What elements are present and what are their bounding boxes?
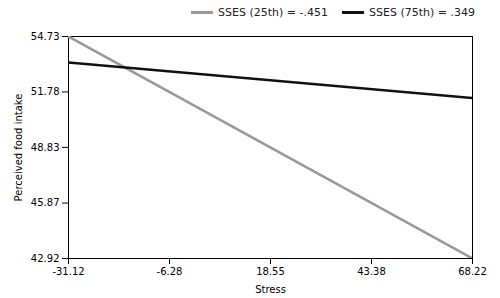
- html-text:SSES (75th) = .349: SSES (75th) = .349: [369, 5, 475, 19]
- html-text:SSES (25th) = -.451: SSES (25th) = -.451: [218, 5, 328, 19]
- svg-text:18.55: 18.55: [256, 266, 285, 277]
- svg-text:Perceived food intake: Perceived food intake: [13, 94, 24, 202]
- svg-text:54.73: 54.73: [31, 31, 60, 42]
- svg-text:42.92: 42.92: [31, 253, 60, 264]
- svg-text:48.83: 48.83: [31, 142, 60, 153]
- svg-text:45.87: 45.87: [31, 197, 60, 208]
- svg-text:-31.12: -31.12: [52, 266, 84, 277]
- svg-text:Stress: Stress: [255, 284, 286, 295]
- svg-text:51.78: 51.78: [31, 86, 60, 97]
- svg-text:68.22: 68.22: [458, 266, 487, 277]
- svg-text:-6.28: -6.28: [157, 266, 183, 277]
- svg-text:43.38: 43.38: [357, 266, 386, 277]
